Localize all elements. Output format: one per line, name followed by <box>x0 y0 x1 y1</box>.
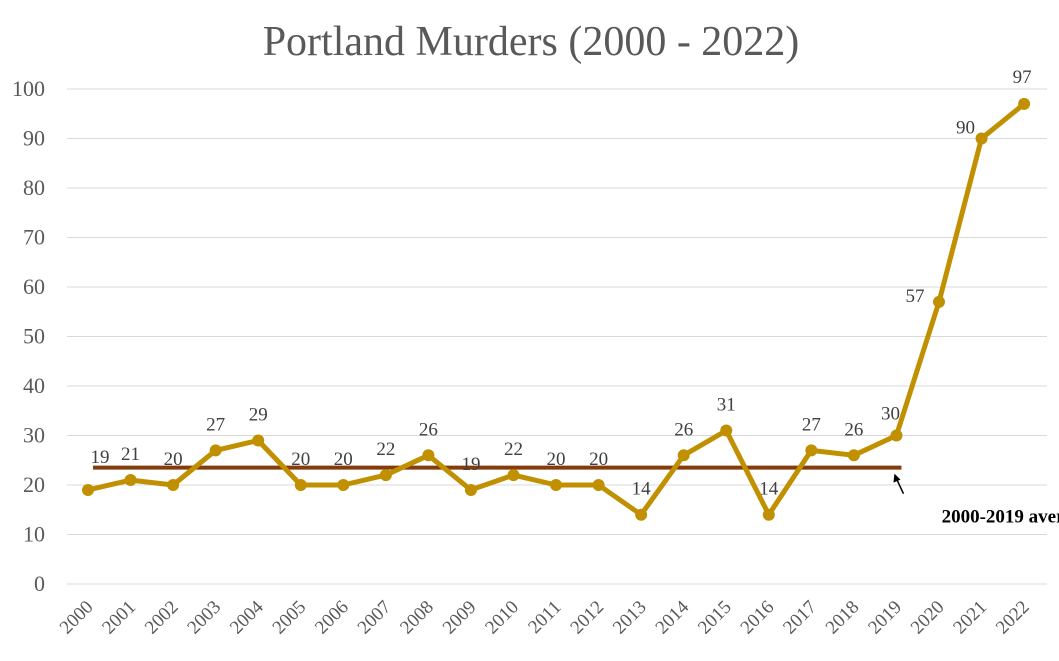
data-point <box>379 469 392 482</box>
x-tick-label: 2001 <box>98 597 140 639</box>
points-group <box>82 97 1031 521</box>
x-tick-label: 2011 <box>524 597 565 638</box>
data-label: 20 <box>164 449 183 470</box>
x-tick-label: 2020 <box>907 597 949 639</box>
x-tick-label: 2006 <box>311 597 353 639</box>
data-label: 14 <box>759 479 779 500</box>
y-tick-label: 60 <box>23 274 45 299</box>
x-tick-label: 2017 <box>779 597 821 639</box>
data-point <box>847 449 860 462</box>
annotation-arrowhead <box>893 473 901 483</box>
x-tick-label: 2015 <box>694 597 736 639</box>
x-tick-label: 2007 <box>354 597 396 639</box>
y-tick-label: 0 <box>34 571 45 596</box>
data-label: 97 <box>1013 67 1032 88</box>
y-tick-label: 90 <box>23 126 45 151</box>
data-point <box>890 429 903 442</box>
data-label: 26 <box>844 419 863 440</box>
annotation-arrow <box>895 478 905 494</box>
y-tick-label: 100 <box>12 76 45 101</box>
gridlines <box>67 88 1047 585</box>
data-point <box>464 483 477 496</box>
x-tick-label: 2013 <box>609 597 651 639</box>
data-point <box>1018 97 1031 110</box>
data-label: 90 <box>956 118 975 139</box>
data-point <box>550 479 563 491</box>
data-label: 14 <box>632 479 652 500</box>
y-tick-label: 30 <box>23 423 45 448</box>
y-tick-label: 40 <box>23 373 45 398</box>
average-line-group: 2000-2019 average = 23 <box>93 465 1059 528</box>
average-annotation: 2000-2019 average = 23 <box>942 507 1059 528</box>
y-axis: 0 10 20 30 40 50 60 70 80 90 100 <box>12 76 45 596</box>
data-point <box>592 479 605 491</box>
data-label: 26 <box>674 419 693 440</box>
data-label: 27 <box>802 414 821 435</box>
data-label: 21 <box>121 444 140 465</box>
data-point <box>337 479 350 491</box>
data-point <box>762 508 775 521</box>
y-tick-label: 50 <box>23 324 45 349</box>
y-tick-label: 80 <box>23 175 45 200</box>
data-point <box>507 469 520 482</box>
data-label: 22 <box>504 439 523 460</box>
x-tick-label: 2003 <box>183 597 225 639</box>
data-label: 20 <box>334 449 353 470</box>
data-label: 29 <box>249 404 268 425</box>
data-point <box>82 483 94 496</box>
data-label: 26 <box>419 419 438 440</box>
data-label: 20 <box>291 449 310 470</box>
chart-title: Portland Murders (2000 - 2022) <box>263 19 800 65</box>
data-label: 30 <box>881 404 900 425</box>
data-label: 27 <box>206 414 225 435</box>
data-point <box>805 444 818 457</box>
data-point <box>422 449 435 462</box>
data-point <box>124 474 137 487</box>
x-tick-label: 2010 <box>481 597 523 639</box>
x-tick-label: 2018 <box>822 597 864 639</box>
data-point <box>294 479 307 491</box>
x-axis: 2000 2001 2002 2003 2004 2005 2006 2007 2008 2009… <box>56 596 1034 638</box>
x-tick-label: 2022 <box>992 597 1034 639</box>
x-tick-label: 2016 <box>737 597 779 639</box>
data-label: 20 <box>547 449 566 470</box>
x-tick-label: 2021 <box>949 597 991 639</box>
x-tick-label: 2014 <box>652 596 694 638</box>
data-point <box>209 444 222 457</box>
x-tick-label: 2000 <box>56 597 98 639</box>
y-tick-label: 20 <box>23 472 45 497</box>
data-label: 20 <box>589 449 608 470</box>
data-label: 57 <box>906 286 925 307</box>
data-label: 31 <box>717 395 736 416</box>
data-label: 19 <box>461 454 480 475</box>
data-labels-group: 19 21 20 27 29 20 20 22 26 19 22 20 20 14 26 31 14 27 26 30… <box>91 67 1032 500</box>
data-point <box>677 449 690 462</box>
data-label: 19 <box>91 447 110 468</box>
data-point <box>167 479 180 491</box>
x-tick-label: 2009 <box>439 597 481 639</box>
y-tick-label: 70 <box>23 225 45 250</box>
data-point <box>252 434 265 447</box>
data-point <box>975 132 988 145</box>
x-tick-label: 2004 <box>226 596 268 638</box>
data-point <box>635 508 648 521</box>
data-point <box>720 424 733 437</box>
x-tick-label: 2012 <box>566 597 608 639</box>
x-tick-label: 2002 <box>141 597 183 639</box>
data-point <box>933 295 945 308</box>
x-tick-label: 2008 <box>396 597 438 639</box>
x-tick-label: 2005 <box>269 597 311 639</box>
y-tick-label: 10 <box>23 522 45 547</box>
x-tick-label: 2019 <box>864 597 906 639</box>
data-label: 22 <box>376 439 395 460</box>
